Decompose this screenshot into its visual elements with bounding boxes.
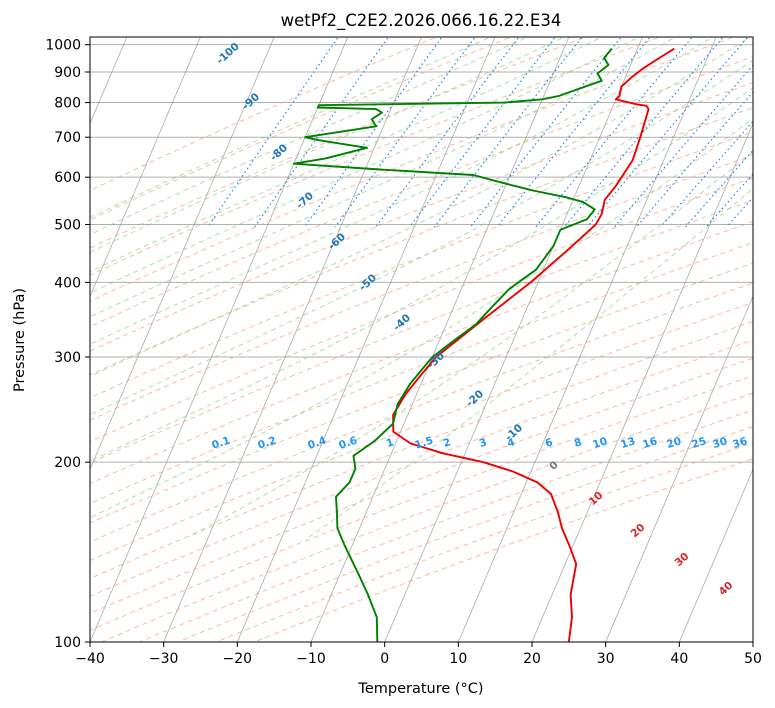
isotherm-line <box>163 37 422 642</box>
mixing-ratio-line <box>613 64 753 228</box>
mixing-ratio-line <box>586 37 749 228</box>
moist-adiabat-line <box>188 151 753 538</box>
moist-adiabats <box>90 37 753 538</box>
dry-adiabat-line <box>90 262 753 524</box>
dry-adiabat-line <box>90 37 513 221</box>
x-axis: −40 −30 −20 −10 0 10 20 30 40 50 <box>75 642 762 667</box>
y-tick-label: 1000 <box>45 38 81 54</box>
x-axis-label: Temperature (°C) <box>357 681 483 697</box>
mixing-ratio-label: 36 <box>731 435 749 451</box>
mixing-ratio-line <box>660 120 753 228</box>
dry-adiabat-line <box>90 375 753 631</box>
moist-adiabat-line <box>90 37 640 294</box>
mixing-ratio-label: 1 <box>385 436 396 450</box>
x-tick-label: −10 <box>296 651 326 667</box>
chart-title: wetPf2_C2E2.2026.066.16.22.E34 <box>281 11 562 31</box>
dry-adiabat-line <box>90 56 753 328</box>
moist-adiabat-line <box>309 187 753 538</box>
x-tick-label: −30 <box>149 651 179 667</box>
dry-adiabat-line <box>90 282 753 543</box>
y-tick-label: 200 <box>54 455 81 471</box>
moist-adiabat-line <box>90 37 752 377</box>
isotherm-line <box>310 37 570 642</box>
x-tick-label: 30 <box>597 651 615 667</box>
x-tick-label: −20 <box>223 651 253 667</box>
mixing-ratio-line <box>334 37 476 228</box>
dry-adiabat-line <box>90 37 587 249</box>
dry-adiabat-line <box>90 37 661 276</box>
y-tick-label: 300 <box>54 350 81 366</box>
y-tick-label: 900 <box>54 65 81 81</box>
isotherm-line <box>457 37 717 642</box>
y-tick-label: 700 <box>54 130 81 146</box>
mixing-ratio-label: 2 <box>442 436 453 450</box>
plot-frame <box>89 36 754 643</box>
moist-adiabat-line <box>90 37 492 218</box>
dry-adiabat-line <box>90 154 753 421</box>
dry-adiabat-line <box>90 81 753 352</box>
mixing-ratio-label: 10 <box>591 435 609 451</box>
mixing-ratio-label: 8 <box>573 436 584 450</box>
mixing-ratio-label: 20 <box>665 435 683 451</box>
moist-adiabat-line <box>90 37 529 236</box>
x-tick-label: −40 <box>75 651 105 667</box>
x-tick-label: 0 <box>380 651 389 667</box>
mixing-ratio-label: 0.2 <box>256 435 277 452</box>
moist-adiabat-line <box>90 87 753 462</box>
dewpoint-trace <box>292 47 613 642</box>
y-tick-label: 800 <box>54 96 81 112</box>
mixing-ratio-label: 3 <box>478 436 489 450</box>
dry-adiabat-line <box>90 37 438 192</box>
x-tick-label: 40 <box>670 651 688 667</box>
mixing-ratio-label: 1.5 <box>413 435 434 452</box>
y-axis: 100 200 300 400 500 600 700 800 900 1000 <box>45 38 90 651</box>
y-tick-label: 100 <box>54 635 81 651</box>
temperature-trace <box>392 47 675 642</box>
plot-area <box>90 37 753 642</box>
mixing-ratio-label: 0.1 <box>210 435 231 452</box>
sounding-traces <box>292 47 675 642</box>
moist-adiabat-line <box>90 37 677 318</box>
mixing-ratio-label: 16 <box>641 435 659 451</box>
isotherm-line <box>605 295 753 642</box>
isotherm-line <box>90 37 201 298</box>
x-tick-label: 20 <box>523 651 541 667</box>
mixing-ratio-line <box>207 37 340 228</box>
mixing-ratio-line <box>433 37 583 228</box>
dry-adiabat-line <box>90 320 753 580</box>
dry-adiabat-line <box>90 177 753 443</box>
isotherm-line <box>531 122 753 642</box>
moist-adiabat-line <box>90 37 603 273</box>
x-tick-label: 50 <box>744 651 762 667</box>
y-axis-label: Pressure (hPa) <box>12 288 28 392</box>
mixing-ratio-line <box>409 37 557 228</box>
mixing-ratio-label: 6 <box>544 436 555 450</box>
y-tick-label: 400 <box>54 275 81 291</box>
mixing-ratio-label: 4 <box>506 436 517 450</box>
dry-adiabat-line <box>90 339 753 597</box>
moist-adiabat-line <box>90 37 714 345</box>
y-tick-label: 500 <box>54 217 81 233</box>
mixing-ratio-label: 0.6 <box>337 435 358 452</box>
mixing-ratio-line <box>563 37 724 228</box>
isotherm-line <box>384 37 643 642</box>
moist-adiabat-line <box>90 37 566 253</box>
mixing-ratio-label: 25 <box>690 435 708 451</box>
moist-adiabat-line <box>90 118 753 519</box>
x-tick-label: 10 <box>449 651 467 667</box>
dry-adiabat-line <box>90 221 753 485</box>
mixing-ratio-label: 0.4 <box>306 435 327 452</box>
y-tick-label: 600 <box>54 170 81 186</box>
isotherm-line <box>236 37 496 642</box>
dry-adiabats <box>90 37 753 642</box>
mixing-ratio-label: 13 <box>619 435 637 451</box>
isotherm-line <box>90 37 275 471</box>
mixing-ratio-label: 30 <box>711 435 729 451</box>
mixing-ratio-line <box>375 37 520 228</box>
isotherm-line <box>678 468 753 642</box>
